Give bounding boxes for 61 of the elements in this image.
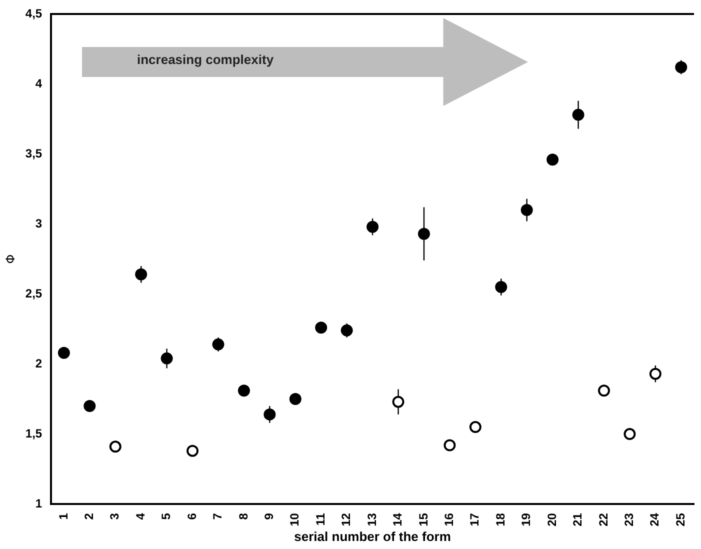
x-tick-label: 19: [519, 512, 534, 526]
y-axis-title: Φ: [3, 254, 18, 264]
point: [289, 393, 302, 406]
x-tick-label: 24: [648, 512, 662, 526]
point: [186, 444, 199, 457]
x-tick-label: 8: [236, 512, 250, 520]
x-tick-label: 15: [416, 512, 430, 526]
y-tick-label: 1,5: [25, 426, 42, 440]
point: [238, 384, 250, 397]
point: [598, 384, 610, 397]
y-tick-label: 1: [35, 496, 42, 510]
y-tick-label: 2,5: [25, 286, 42, 300]
point: [264, 408, 276, 420]
x-tick-label: 4: [133, 512, 148, 520]
point: [572, 108, 584, 121]
point: [315, 322, 328, 334]
x-tick-label: 21: [570, 512, 585, 526]
x-tick-label: 13: [364, 512, 379, 526]
point: [212, 338, 224, 350]
point: [649, 368, 662, 380]
x-tick-label: 1: [56, 512, 70, 520]
x-tick-label: 22: [596, 512, 610, 526]
point: [624, 428, 636, 440]
point: [546, 154, 559, 166]
x-tick-label: 16: [442, 512, 456, 526]
x-tick-label: 6: [184, 512, 199, 520]
y-tick-label: 4: [35, 76, 42, 90]
point: [366, 220, 379, 233]
point: [520, 204, 533, 216]
x-tick-label: 18: [493, 512, 508, 526]
x-tick-label: 7: [210, 512, 225, 520]
x-tick-label: 14: [390, 512, 405, 526]
point: [495, 281, 508, 294]
y-tick-label: 4,5: [25, 6, 42, 20]
y-tick-label: 3: [35, 216, 42, 230]
x-tick-label: 3: [108, 512, 122, 520]
y-tick-label: 2: [35, 356, 42, 370]
point: [58, 346, 70, 359]
annotation: increasing complexity: [137, 52, 274, 67]
point: [444, 439, 456, 452]
x-tick-label: 25: [673, 512, 688, 526]
point: [109, 440, 122, 453]
x-tick-label: 9: [262, 512, 276, 520]
y-tick-label: 3,5: [25, 146, 42, 160]
x-tick-label: 20: [544, 512, 559, 526]
x-tick-label: 11: [313, 512, 328, 526]
point: [340, 324, 353, 336]
point: [675, 61, 688, 74]
point: [418, 228, 430, 240]
x-tick-label: 10: [288, 512, 302, 526]
x-tick-label: 2: [82, 512, 96, 520]
x-axis-title: serial number of the form: [294, 528, 451, 544]
point: [392, 396, 404, 408]
point: [160, 352, 173, 364]
x-tick-label: 17: [468, 512, 482, 526]
point: [135, 268, 148, 280]
x-tick-label: 23: [622, 512, 636, 526]
x-tick-label: 5: [159, 512, 174, 520]
point: [84, 400, 96, 412]
point: [469, 421, 482, 434]
x-tick-label: 12: [339, 512, 354, 526]
